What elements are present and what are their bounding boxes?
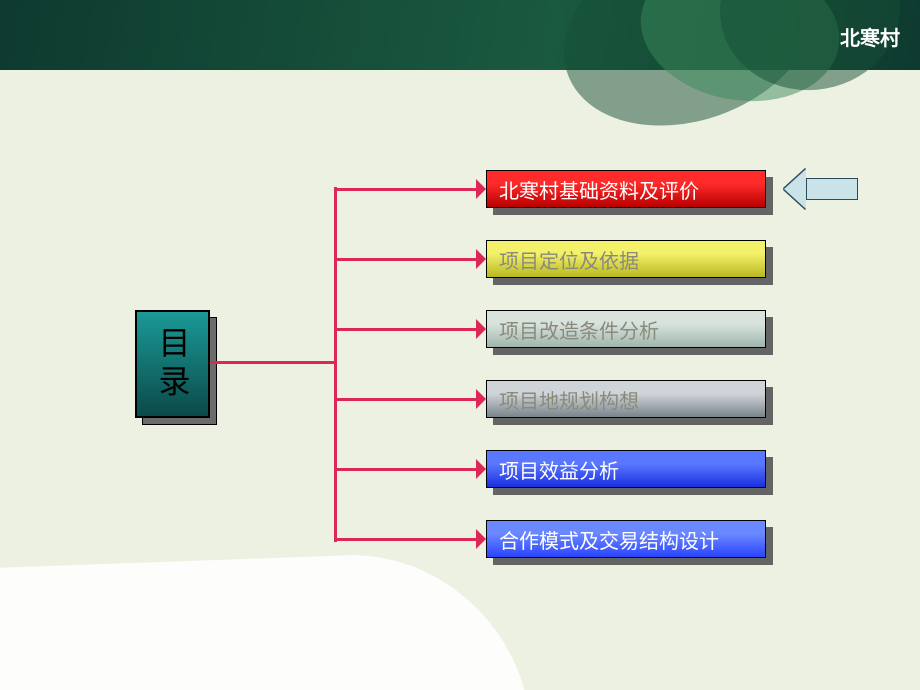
connector-arrowhead (476, 179, 486, 199)
toc-item-label: 项目定位及依据 (499, 245, 639, 274)
connector-arrowhead (476, 389, 486, 409)
connector-arrowhead (476, 529, 486, 549)
connector-branch (335, 538, 476, 541)
connector-arrowhead (476, 249, 486, 269)
toc-item[interactable]: 合作模式及交易结构设计 (486, 520, 766, 558)
toc-item[interactable]: 北寒村基础资料及评价 (486, 170, 766, 208)
connector-trunk (210, 361, 335, 364)
toc-root-box: 目录 (135, 310, 210, 418)
connector-vertical (334, 187, 337, 542)
connector-branch (335, 258, 476, 261)
current-pointer-head (784, 169, 806, 209)
toc-item-label: 项目地规划构想 (499, 385, 639, 414)
toc-item[interactable]: 项目效益分析 (486, 450, 766, 488)
connector-branch (335, 398, 476, 401)
current-pointer-body (806, 178, 858, 200)
toc-item[interactable]: 项目地规划构想 (486, 380, 766, 418)
header-title: 北寒村 (840, 22, 900, 51)
connector-arrowhead (476, 459, 486, 479)
connector-arrowhead (476, 319, 486, 339)
connector-branch (335, 468, 476, 471)
toc-item-label: 项目效益分析 (499, 455, 619, 484)
toc-item-label: 项目改造条件分析 (499, 315, 659, 344)
toc-item-label: 合作模式及交易结构设计 (499, 525, 719, 554)
toc-item[interactable]: 项目改造条件分析 (486, 310, 766, 348)
toc-root-label: 目录 (150, 326, 196, 403)
connector-branch (335, 328, 476, 331)
toc-item-label: 北寒村基础资料及评价 (499, 175, 699, 204)
connector-branch (335, 188, 476, 191)
slide-header: 北寒村 (0, 0, 920, 70)
toc-item[interactable]: 项目定位及依据 (486, 240, 766, 278)
